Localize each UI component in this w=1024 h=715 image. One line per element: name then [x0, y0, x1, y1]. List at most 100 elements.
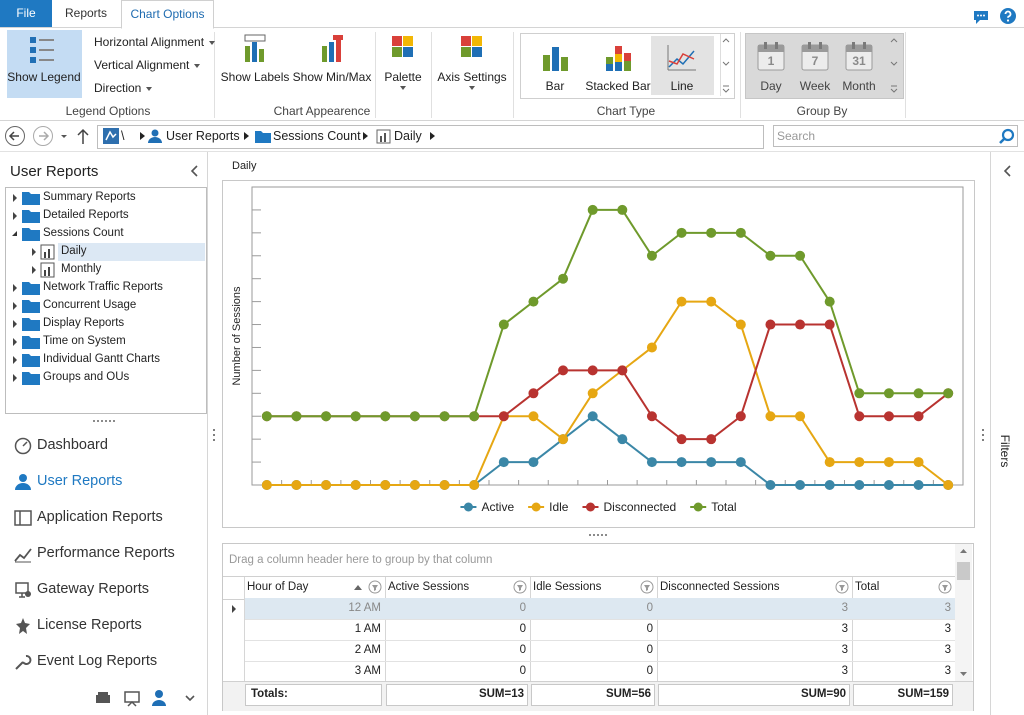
tree-item[interactable]: Individual Gantt Charts	[43, 353, 160, 365]
value-cell[interactable]: 0	[646, 665, 653, 677]
ribbon-tab[interactable]: File	[0, 0, 52, 27]
tree-item[interactable]: Groups and OUs	[43, 371, 130, 383]
tree-expander[interactable]	[13, 302, 17, 310]
icon-part	[722, 85, 730, 93]
nav-item[interactable]: User Reports	[37, 473, 123, 489]
value-cell[interactable]: 3	[944, 665, 951, 677]
value-cell[interactable]: 3	[841, 665, 848, 677]
value-cell[interactable]: 3	[841, 602, 848, 614]
group-by-option[interactable]: Week	[799, 79, 831, 93]
icon-part	[354, 585, 362, 590]
value-cell[interactable]: 0	[646, 623, 653, 635]
data-point	[854, 411, 865, 422]
chart-type-option[interactable]: Stacked Bar	[585, 79, 651, 93]
show-legend-button[interactable]	[7, 30, 82, 98]
crumb[interactable]: User Reports	[166, 129, 240, 143]
tree-expander[interactable]	[32, 266, 36, 274]
chart-type-option[interactable]: Line	[670, 79, 694, 93]
icon-part	[30, 57, 36, 63]
column-header[interactable]: Active Sessions	[388, 581, 470, 593]
nav-item[interactable]: License Reports	[37, 617, 142, 633]
value-cell[interactable]: 0	[519, 602, 526, 614]
value-cell[interactable]: 3	[944, 644, 951, 656]
tree-expander[interactable]	[13, 356, 17, 364]
icon-part	[668, 53, 695, 65]
tree-expander[interactable]	[13, 212, 17, 220]
ribbon-tab[interactable]: Reports	[64, 6, 108, 20]
icon-part	[461, 36, 471, 46]
tree-expander[interactable]	[32, 248, 36, 256]
tree-expander[interactable]	[13, 338, 17, 346]
icon-part	[1003, 165, 1011, 177]
data-point	[380, 480, 391, 490]
hour-cell[interactable]: 1 AM	[354, 623, 381, 635]
tree-item[interactable]: Concurrent Usage	[43, 299, 137, 311]
tree-item[interactable]: Daily	[61, 245, 87, 257]
crumb-arrow[interactable]	[244, 132, 249, 140]
value-cell[interactable]: 0	[519, 623, 526, 635]
tree-expander[interactable]	[13, 284, 17, 292]
nav-item[interactable]: Application Reports	[37, 509, 163, 525]
ribbon-tab[interactable]: Chart Options	[121, 0, 214, 29]
alignment-menu[interactable]: Vertical Alignment	[94, 58, 200, 72]
crumb-arrow[interactable]	[140, 132, 145, 140]
hour-cell[interactable]: 3 AM	[354, 665, 381, 677]
column-header[interactable]: Disconnected Sessions	[660, 581, 780, 593]
tree-expander[interactable]	[13, 194, 17, 202]
chart-appearence-button[interactable]: Axis Settings	[437, 70, 507, 84]
icon-part	[213, 439, 215, 441]
tree-expander[interactable]	[13, 320, 17, 328]
tree-item[interactable]: Time on System	[43, 335, 126, 347]
chart-type-option[interactable]: Bar	[545, 79, 565, 93]
alignment-menu[interactable]: Direction	[94, 81, 152, 95]
column-header[interactable]: Idle Sessions	[533, 581, 602, 593]
value-cell[interactable]: 0	[519, 644, 526, 656]
value-cell[interactable]: 0	[646, 602, 653, 614]
hour-cell[interactable]: 2 AM	[354, 644, 381, 656]
nav-item[interactable]: Gateway Reports	[37, 581, 150, 597]
icon-part	[644, 585, 650, 591]
crumb[interactable]: Daily	[394, 129, 422, 143]
tree-item[interactable]: Summary Reports	[43, 191, 136, 203]
icon-part	[982, 439, 984, 441]
crumb[interactable]: \	[121, 129, 125, 143]
chart-appearence-button[interactable]: Show Min/Max	[292, 70, 372, 84]
tree-item[interactable]: Network Traffic Reports	[43, 281, 163, 293]
show-legend-label[interactable]: Show Legend	[7, 70, 81, 84]
group-by-option[interactable]: Day	[760, 79, 782, 93]
crumb-arrow[interactable]	[430, 132, 435, 140]
chart-appearence-icon	[392, 36, 413, 57]
crumb-icon	[376, 129, 391, 144]
value-cell[interactable]: 3	[841, 644, 848, 656]
tree-item[interactable]: Sessions Count	[43, 227, 124, 239]
tree-item[interactable]: Display Reports	[43, 317, 125, 329]
hour-cell[interactable]: 12 AM	[348, 602, 381, 614]
column-header[interactable]: Total	[855, 581, 880, 593]
nav-item[interactable]: Dashboard	[37, 437, 108, 453]
icon-part	[213, 434, 215, 436]
search-box[interactable]	[773, 125, 1018, 147]
tree-item[interactable]: Detailed Reports	[43, 209, 129, 221]
column-header[interactable]: Hour of Day	[247, 581, 309, 593]
scroll-thumb[interactable]	[957, 562, 970, 580]
filters-label[interactable]: Filters	[998, 434, 1012, 468]
gallery-scroll[interactable]	[720, 34, 733, 96]
tree-folder-icon	[22, 318, 40, 331]
tree-expander[interactable]	[12, 231, 17, 236]
value-cell[interactable]: 0	[519, 665, 526, 677]
value-cell[interactable]: 0	[646, 644, 653, 656]
data-point	[795, 250, 806, 261]
crumb[interactable]: Sessions Count	[273, 129, 361, 143]
chart-appearence-button[interactable]: Palette	[384, 70, 422, 84]
nav-item[interactable]: Performance Reports	[37, 545, 175, 561]
value-cell[interactable]: 3	[841, 623, 848, 635]
crumb-arrow[interactable]	[363, 132, 368, 140]
tree-item[interactable]: Monthly	[61, 263, 102, 275]
nav-item[interactable]: Event Log Reports	[37, 653, 158, 669]
alignment-menu[interactable]: Horizontal Alignment	[94, 35, 215, 49]
value-cell[interactable]: 3	[944, 602, 951, 614]
value-cell[interactable]: 3	[944, 623, 951, 635]
chart-appearence-button[interactable]: Show Labels	[220, 70, 290, 84]
tree-expander[interactable]	[13, 374, 17, 382]
group-by-option[interactable]: Month	[842, 79, 876, 93]
